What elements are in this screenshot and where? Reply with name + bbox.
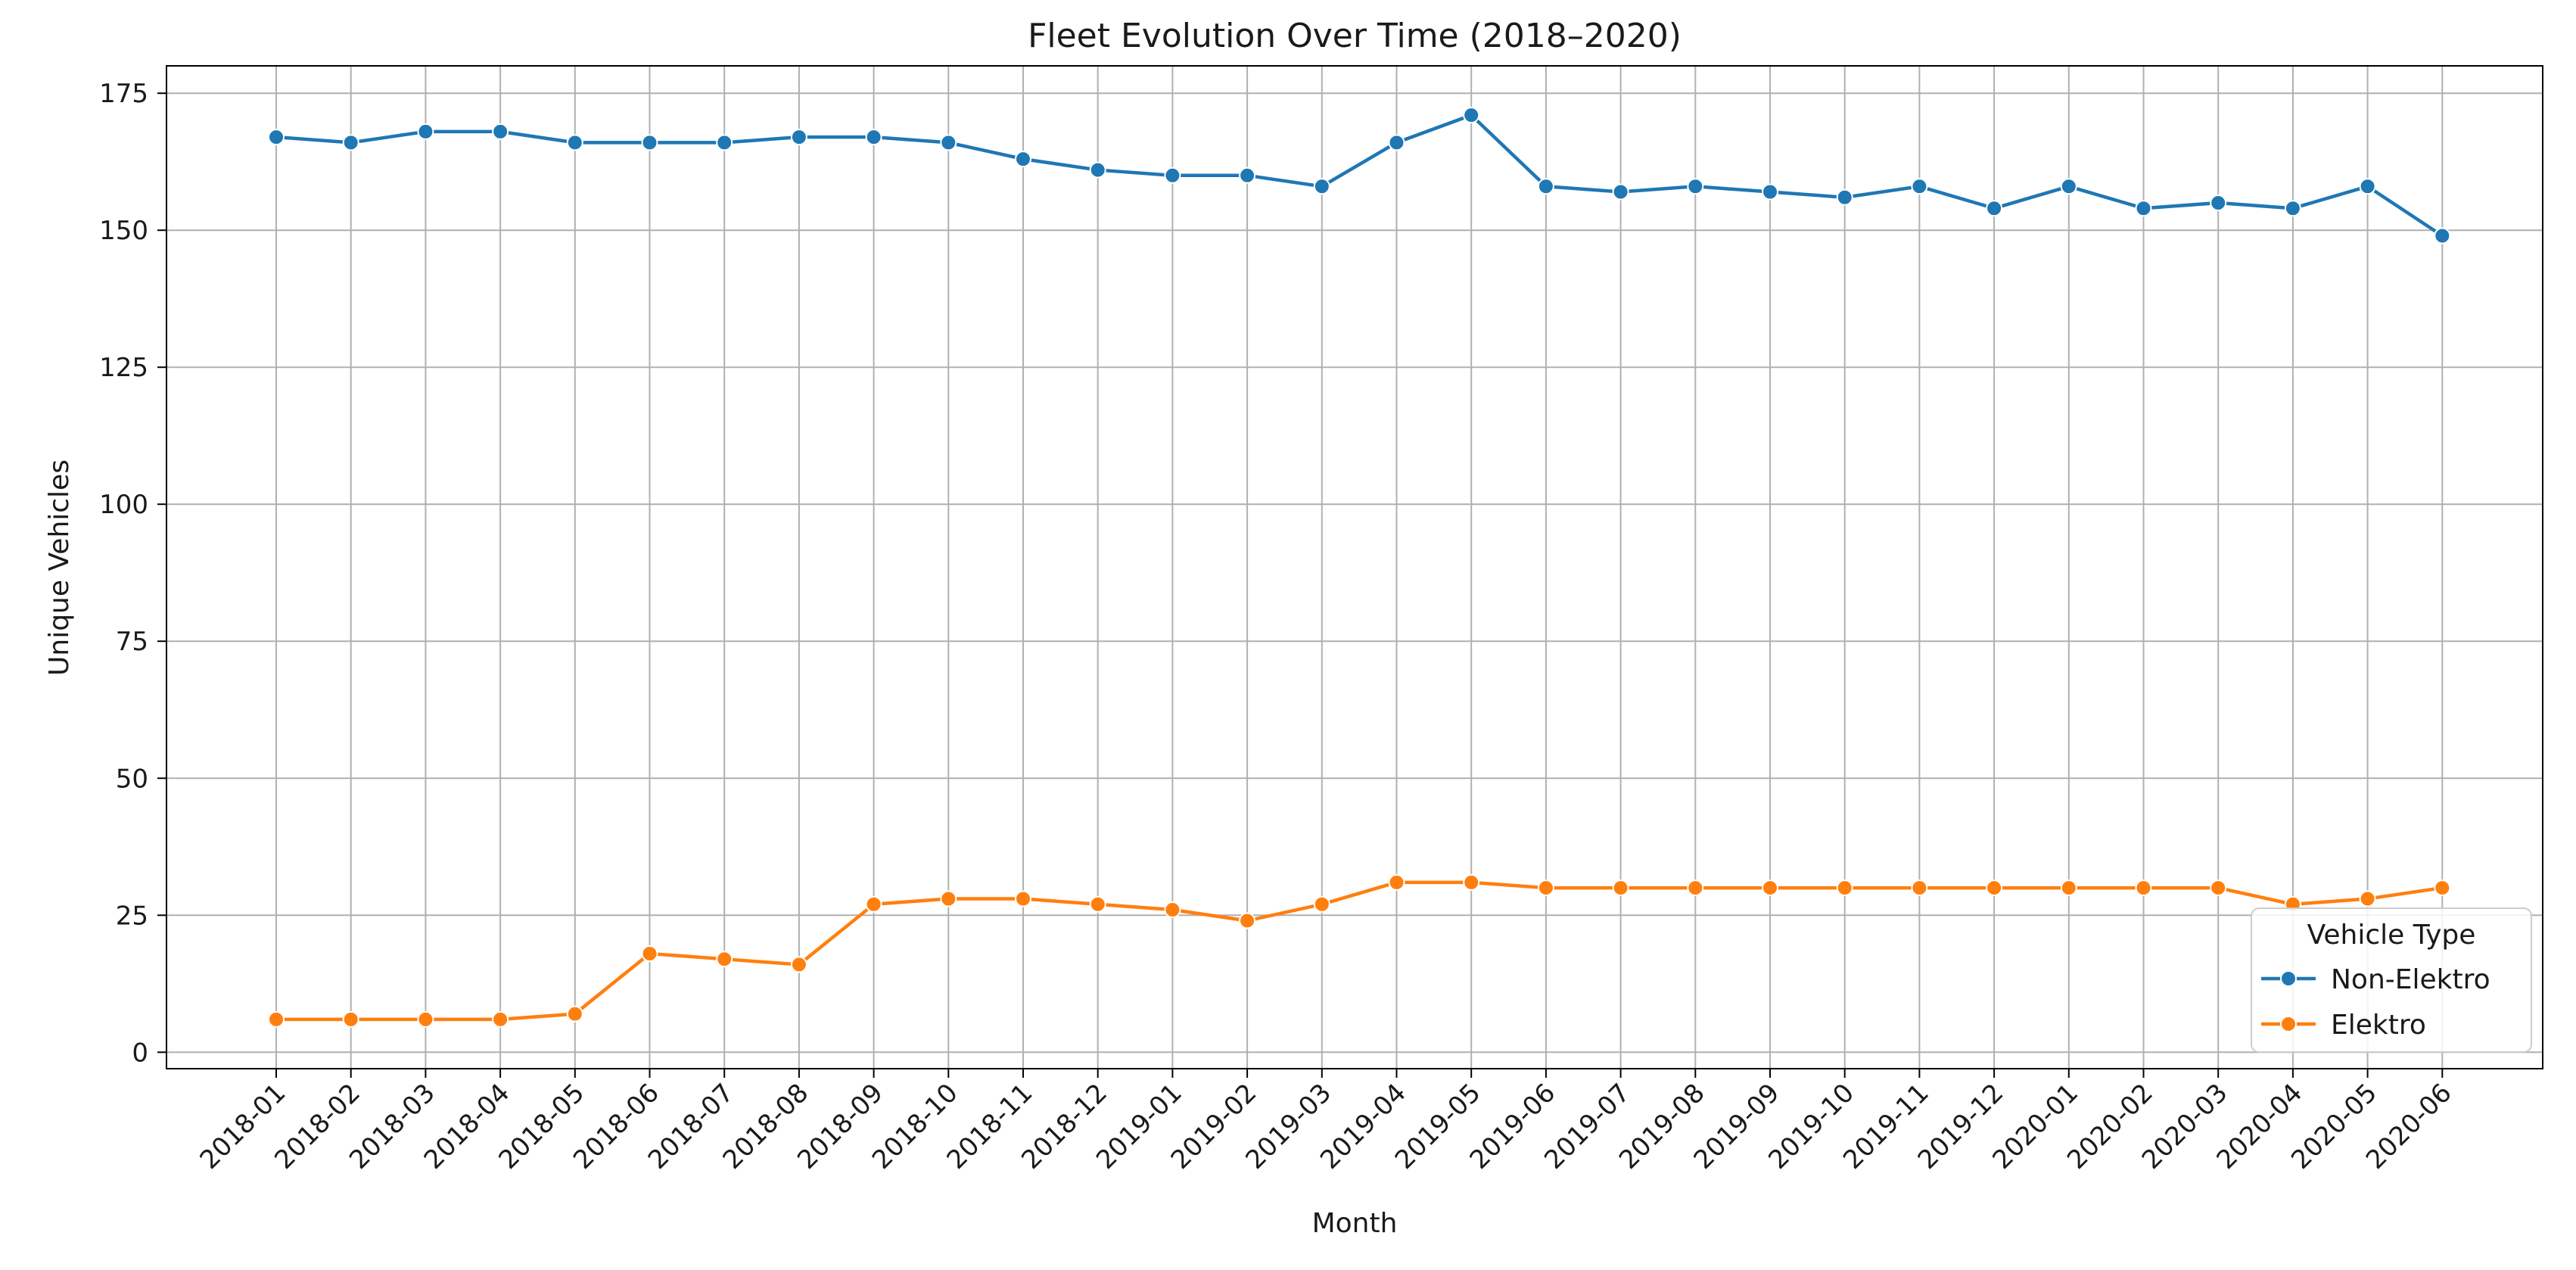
data-point [1164, 167, 1181, 184]
data-point [492, 123, 509, 140]
series-elektro [268, 873, 2451, 1028]
data-point [1463, 107, 1480, 124]
data-point [2434, 227, 2451, 244]
data-point [1089, 895, 1106, 913]
data-point [940, 134, 957, 151]
y-tick-label: 50 [116, 764, 148, 794]
data-point [1687, 879, 1704, 897]
series-line [275, 113, 2444, 238]
data-point [1313, 895, 1330, 913]
x-axis-label: Month [1312, 1208, 1398, 1239]
data-point [2359, 890, 2376, 907]
data-point [1537, 178, 1554, 195]
series-line [276, 880, 2443, 1022]
data-point [790, 129, 807, 146]
data-point [1836, 188, 1853, 206]
data-point [2210, 195, 2227, 212]
legend-swatch-marker [2280, 1016, 2297, 1032]
data-point [1463, 873, 1480, 891]
series-layer [268, 107, 2451, 1028]
data-point [1537, 879, 1554, 897]
data-point [1313, 178, 1330, 195]
y-axis-label: Unique Vehicles [44, 459, 75, 676]
y-tick-label: 125 [99, 353, 148, 383]
data-point [1911, 178, 1928, 195]
data-point [1164, 901, 1181, 919]
data-point [1911, 879, 1928, 897]
y-tick-label: 75 [116, 627, 148, 657]
data-point [716, 951, 733, 968]
legend-items: Non-Elektro Elektro [2261, 964, 2490, 1041]
data-point [641, 134, 658, 151]
data-point [790, 956, 807, 973]
data-point [865, 129, 882, 146]
data-point [1612, 879, 1629, 897]
data-point [2359, 178, 2376, 195]
legend: Vehicle Type Non-Elektro Elektro [2251, 907, 2532, 1053]
data-point [2135, 200, 2152, 217]
data-point [417, 123, 434, 140]
data-point [268, 1010, 285, 1028]
data-point [865, 895, 882, 913]
data-point [940, 890, 957, 907]
legend-label: Elektro [2331, 1010, 2426, 1041]
legend-frame [2251, 907, 2532, 1053]
series-non-elektro [268, 107, 2451, 244]
data-point [1015, 890, 1031, 907]
plot-frame [166, 65, 2543, 1069]
data-point [2060, 178, 2077, 195]
data-point [342, 134, 359, 151]
data-point [1015, 151, 1031, 168]
data-point [2210, 879, 2227, 897]
y-tick-label: 175 [99, 79, 148, 109]
y-tick-label: 25 [116, 901, 148, 931]
data-point [1986, 879, 2003, 897]
data-point [1762, 183, 1778, 201]
data-point [2135, 879, 2152, 897]
y-tick-label: 150 [99, 216, 148, 246]
chart-title: Fleet Evolution Over Time (2018–2020) [1028, 17, 1682, 55]
data-point [1388, 134, 1405, 151]
data-point [1388, 873, 1405, 891]
grid [166, 66, 2543, 1069]
data-point [492, 1010, 509, 1028]
legend-swatch-marker [2280, 970, 2297, 987]
legend-title: Vehicle Type [2307, 920, 2476, 951]
data-point [417, 1010, 434, 1028]
data-point [1089, 161, 1106, 179]
data-point [566, 134, 583, 151]
data-point [1239, 912, 1256, 929]
y-tick-label: 100 [99, 490, 148, 520]
data-point [268, 129, 285, 146]
data-point [2284, 200, 2301, 217]
data-point [1687, 178, 1704, 195]
data-point [2060, 879, 2077, 897]
data-point [566, 1005, 583, 1023]
data-point [1986, 200, 2003, 217]
data-point [1239, 167, 1256, 184]
legend-label: Non-Elektro [2331, 964, 2490, 995]
data-point [2434, 879, 2451, 897]
data-point [1612, 183, 1629, 201]
data-point [1762, 879, 1778, 897]
data-point [716, 134, 733, 151]
data-point [342, 1010, 359, 1028]
y-tick-label: 0 [132, 1038, 148, 1068]
data-point [641, 945, 658, 962]
data-point [1836, 879, 1853, 897]
